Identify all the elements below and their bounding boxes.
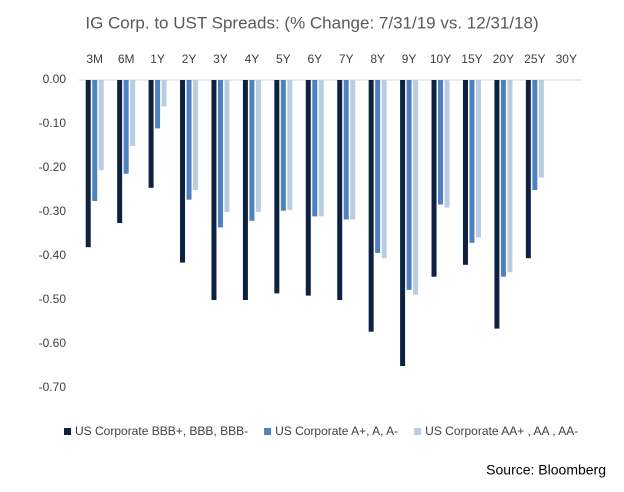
bar [186,80,192,200]
bar [438,80,444,205]
bar [130,80,136,146]
bar [312,80,318,217]
legend-label: US Corporate AA+ , AA , AA- [425,424,578,438]
x-tick-label: 15Y [461,52,482,66]
x-tick-label: 6M [118,52,135,66]
bar [507,80,513,273]
bar [500,80,506,277]
x-tick-label: 3Y [213,52,228,66]
bar [494,80,500,329]
bar [444,80,450,208]
bar [155,80,161,129]
legend-label: US Corporate BBB+, BBB, BBB- [75,424,248,438]
chart-title: IG Corp. to UST Spreads: (% Change: 7/31… [85,13,538,32]
bar [123,80,129,174]
x-tick-label: 7Y [339,52,354,66]
x-tick-label: 2Y [182,52,197,66]
bar [274,80,280,294]
bar [92,80,98,201]
bar [117,80,123,223]
x-tick-label: 1Y [150,52,165,66]
x-tick-label: 25Y [524,52,545,66]
bar [211,80,217,300]
bar [375,80,381,253]
y-tick-label: -0.70 [39,380,67,394]
bar [280,80,286,211]
bar [249,80,255,221]
bar [406,80,412,290]
bar [413,80,419,295]
x-tick-label: 4Y [245,52,260,66]
bar [475,80,481,238]
bar [217,80,223,228]
x-tick-label: 10Y [430,52,451,66]
bar [193,80,199,190]
bar [400,80,406,366]
legend-swatch [64,428,71,435]
source-note: Source: Bloomberg [486,462,606,478]
bar [469,80,475,243]
bar [224,80,230,212]
bar [381,80,387,259]
bar [431,80,437,277]
y-tick-label: -0.60 [39,336,67,350]
bar [287,80,293,210]
x-tick-label: 6Y [307,52,322,66]
bar [161,80,167,107]
bar [255,80,261,212]
y-tick-label: -0.10 [39,116,67,130]
bar [305,80,311,296]
legend-swatch [414,428,422,435]
legend-label: US Corporate A+, A, A- [275,424,398,438]
bar [350,80,356,220]
x-tick-label: 3M [86,52,103,66]
y-tick-label: 0.00 [43,72,67,86]
bar [318,80,324,217]
y-tick-label: -0.40 [39,248,67,262]
x-tick-label: 30Y [556,52,577,66]
bar [148,80,154,188]
bar [98,80,104,171]
x-tick-label: 5Y [276,52,291,66]
x-tick-label: 20Y [493,52,514,66]
bar [538,80,544,178]
bar [532,80,538,190]
bar [368,80,374,332]
bar [337,80,343,300]
legend-swatch [264,428,272,435]
x-tick-label: 9Y [402,52,417,66]
x-tick-label: 8Y [370,52,385,66]
y-tick-label: -0.50 [39,292,67,306]
bar [462,80,468,265]
y-tick-label: -0.30 [39,204,67,218]
bar [343,80,349,220]
bar [242,80,248,300]
bar [525,80,531,259]
bar [180,80,186,263]
bar [85,80,91,248]
y-tick-label: -0.20 [39,160,67,174]
